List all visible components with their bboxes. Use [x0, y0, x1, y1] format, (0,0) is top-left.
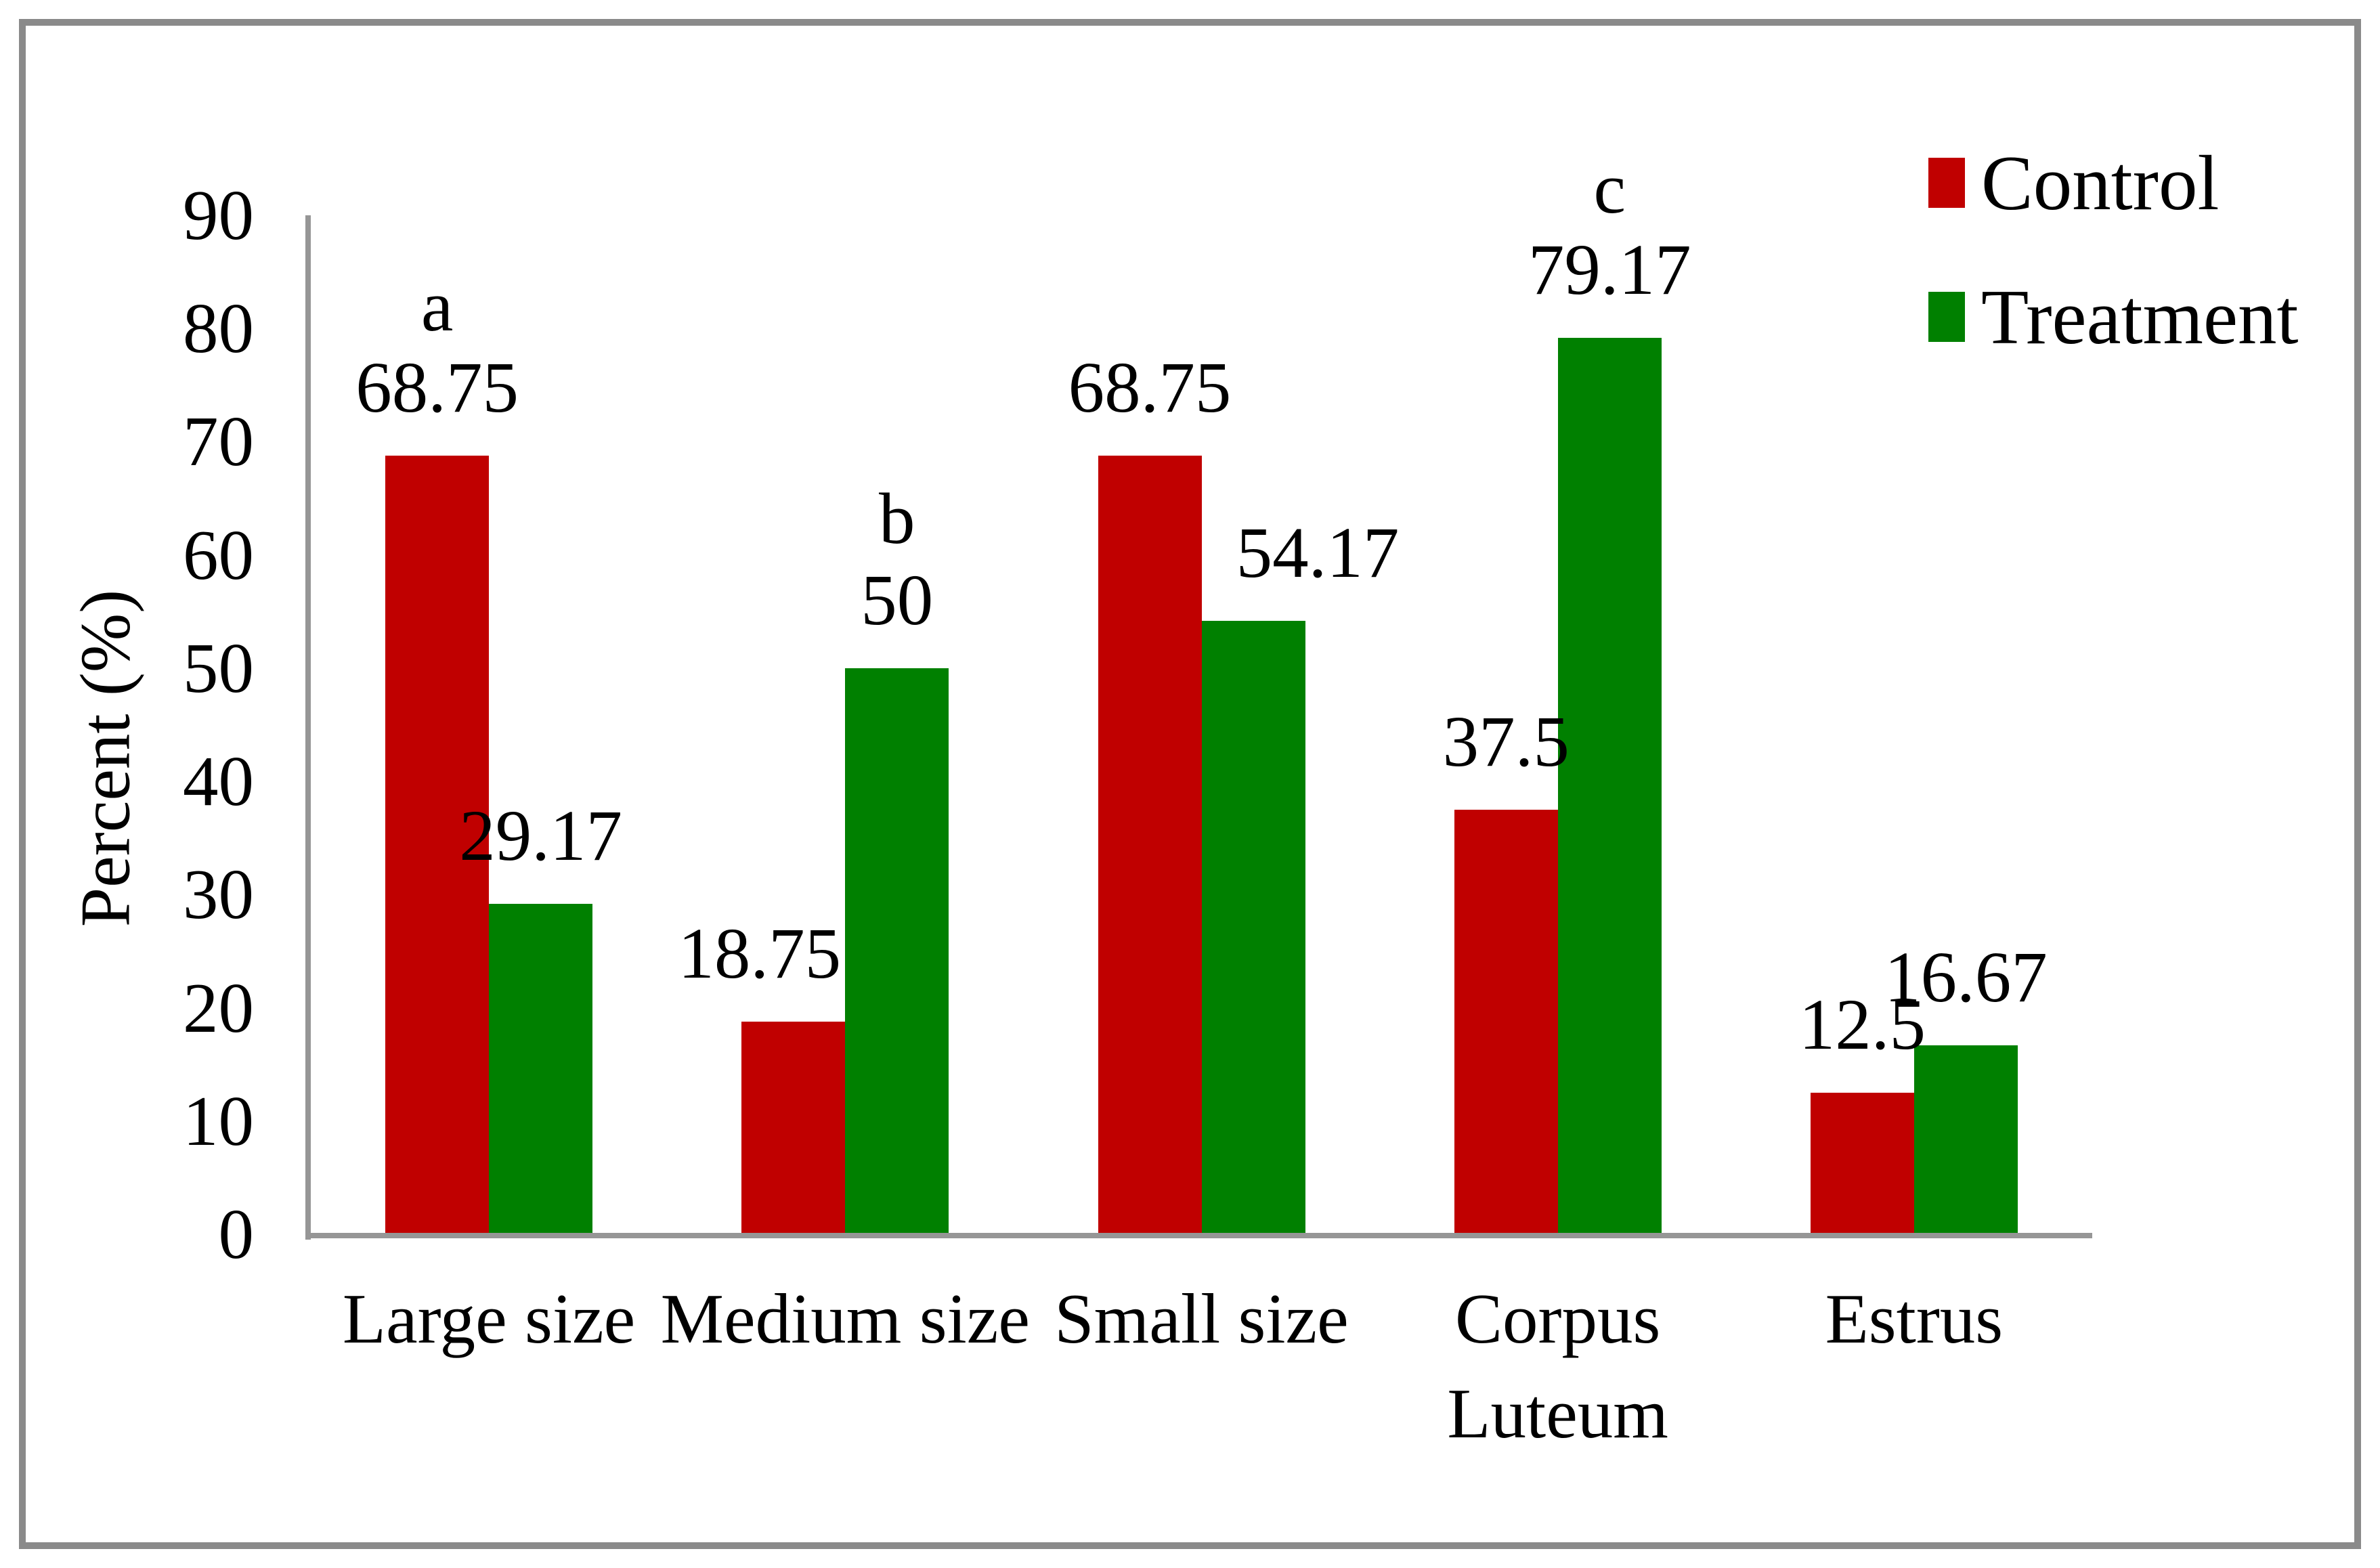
- bar-control-corpus-luteum: [1454, 809, 1558, 1233]
- bar-treatment-corpus-luteum: [1557, 338, 1662, 1233]
- legend-marker-control: [1928, 158, 1965, 208]
- bar-control-small-size: [1098, 456, 1202, 1233]
- data-label-treatment-estrus: 16.67: [1796, 937, 2135, 1018]
- legend-label-treatment: Treatment: [1981, 274, 2299, 360]
- y-tick-60: 60: [183, 515, 254, 594]
- y-tick-20: 20: [183, 967, 254, 1047]
- data-value-treatment-large-size: 29.17: [459, 796, 622, 877]
- data-value-control-corpus-luteum: 37.5: [1442, 701, 1570, 782]
- bar-control-medium-size: [741, 1022, 846, 1233]
- legend-label-control: Control: [1981, 139, 2220, 226]
- category-label-corpus-luteum: Corpus Luteum: [1447, 1279, 1668, 1453]
- data-value-treatment-medium-size: 50: [861, 560, 934, 640]
- category-label-estrus: Estrus: [1825, 1279, 2004, 1358]
- data-label-treatment-corpus-luteum: c 79.17: [1440, 148, 1779, 311]
- data-value-treatment-estrus: 16.67: [1884, 938, 2048, 1018]
- bar-treatment-estrus: [1913, 1045, 2018, 1233]
- y-axis-line: [305, 215, 311, 1240]
- data-value-control-large-size: 68.75: [355, 348, 519, 429]
- y-tick-0: 0: [218, 1194, 255, 1273]
- data-label-control-large-size: a 68.75: [268, 266, 607, 429]
- y-tick-10: 10: [183, 1081, 254, 1160]
- y-tick-80: 80: [183, 288, 254, 368]
- data-value-control-small-size: 68.75: [1068, 348, 1232, 429]
- data-label-control-small-size: 68.75: [980, 347, 1319, 429]
- bar-treatment-medium-size: [845, 668, 949, 1233]
- data-value-control-medium-size: 18.75: [678, 914, 842, 995]
- data-value-treatment-small-size: 54.17: [1236, 513, 1400, 594]
- y-tick-50: 50: [183, 628, 254, 707]
- bar-control-large-size: [385, 456, 490, 1233]
- y-tick-70: 70: [183, 401, 254, 481]
- y-tick-30: 30: [183, 854, 254, 934]
- y-tick-90: 90: [183, 175, 254, 255]
- category-label-large-size: Large size: [342, 1279, 636, 1358]
- legend-item-control: Control: [1928, 144, 2219, 222]
- chart-border-frame: [19, 19, 2361, 1549]
- data-value-treatment-corpus-luteum: 79.17: [1528, 230, 1691, 311]
- significance-letter-a: a: [420, 267, 454, 347]
- bar-treatment-large-size: [489, 904, 593, 1233]
- category-label-medium-size: Medium size: [660, 1279, 1030, 1358]
- category-label-small-size: Small size: [1054, 1279, 1349, 1358]
- significance-letter-b: b: [879, 479, 915, 559]
- data-label-control-corpus-luteum: 37.5: [1337, 701, 1675, 783]
- x-axis-line: [305, 1233, 2092, 1238]
- legend-marker-treatment: [1928, 292, 1965, 342]
- legend-item-treatment: Treatment: [1928, 278, 2298, 356]
- data-label-treatment-medium-size: b 50: [728, 479, 1066, 641]
- data-value-control-estrus: 12.5: [1798, 984, 1926, 1065]
- significance-letter-c: c: [1593, 149, 1626, 230]
- data-label-control-medium-size: 18.75: [590, 913, 929, 995]
- bar-control-estrus: [1810, 1092, 1914, 1233]
- y-tick-40: 40: [183, 741, 254, 821]
- bar-treatment-small-size: [1201, 621, 1305, 1233]
- data-label-treatment-large-size: 29.17: [372, 796, 710, 877]
- data-label-treatment-small-size: 54.17: [1148, 513, 1487, 594]
- data-label-control-estrus: 12.5: [1693, 984, 2031, 1066]
